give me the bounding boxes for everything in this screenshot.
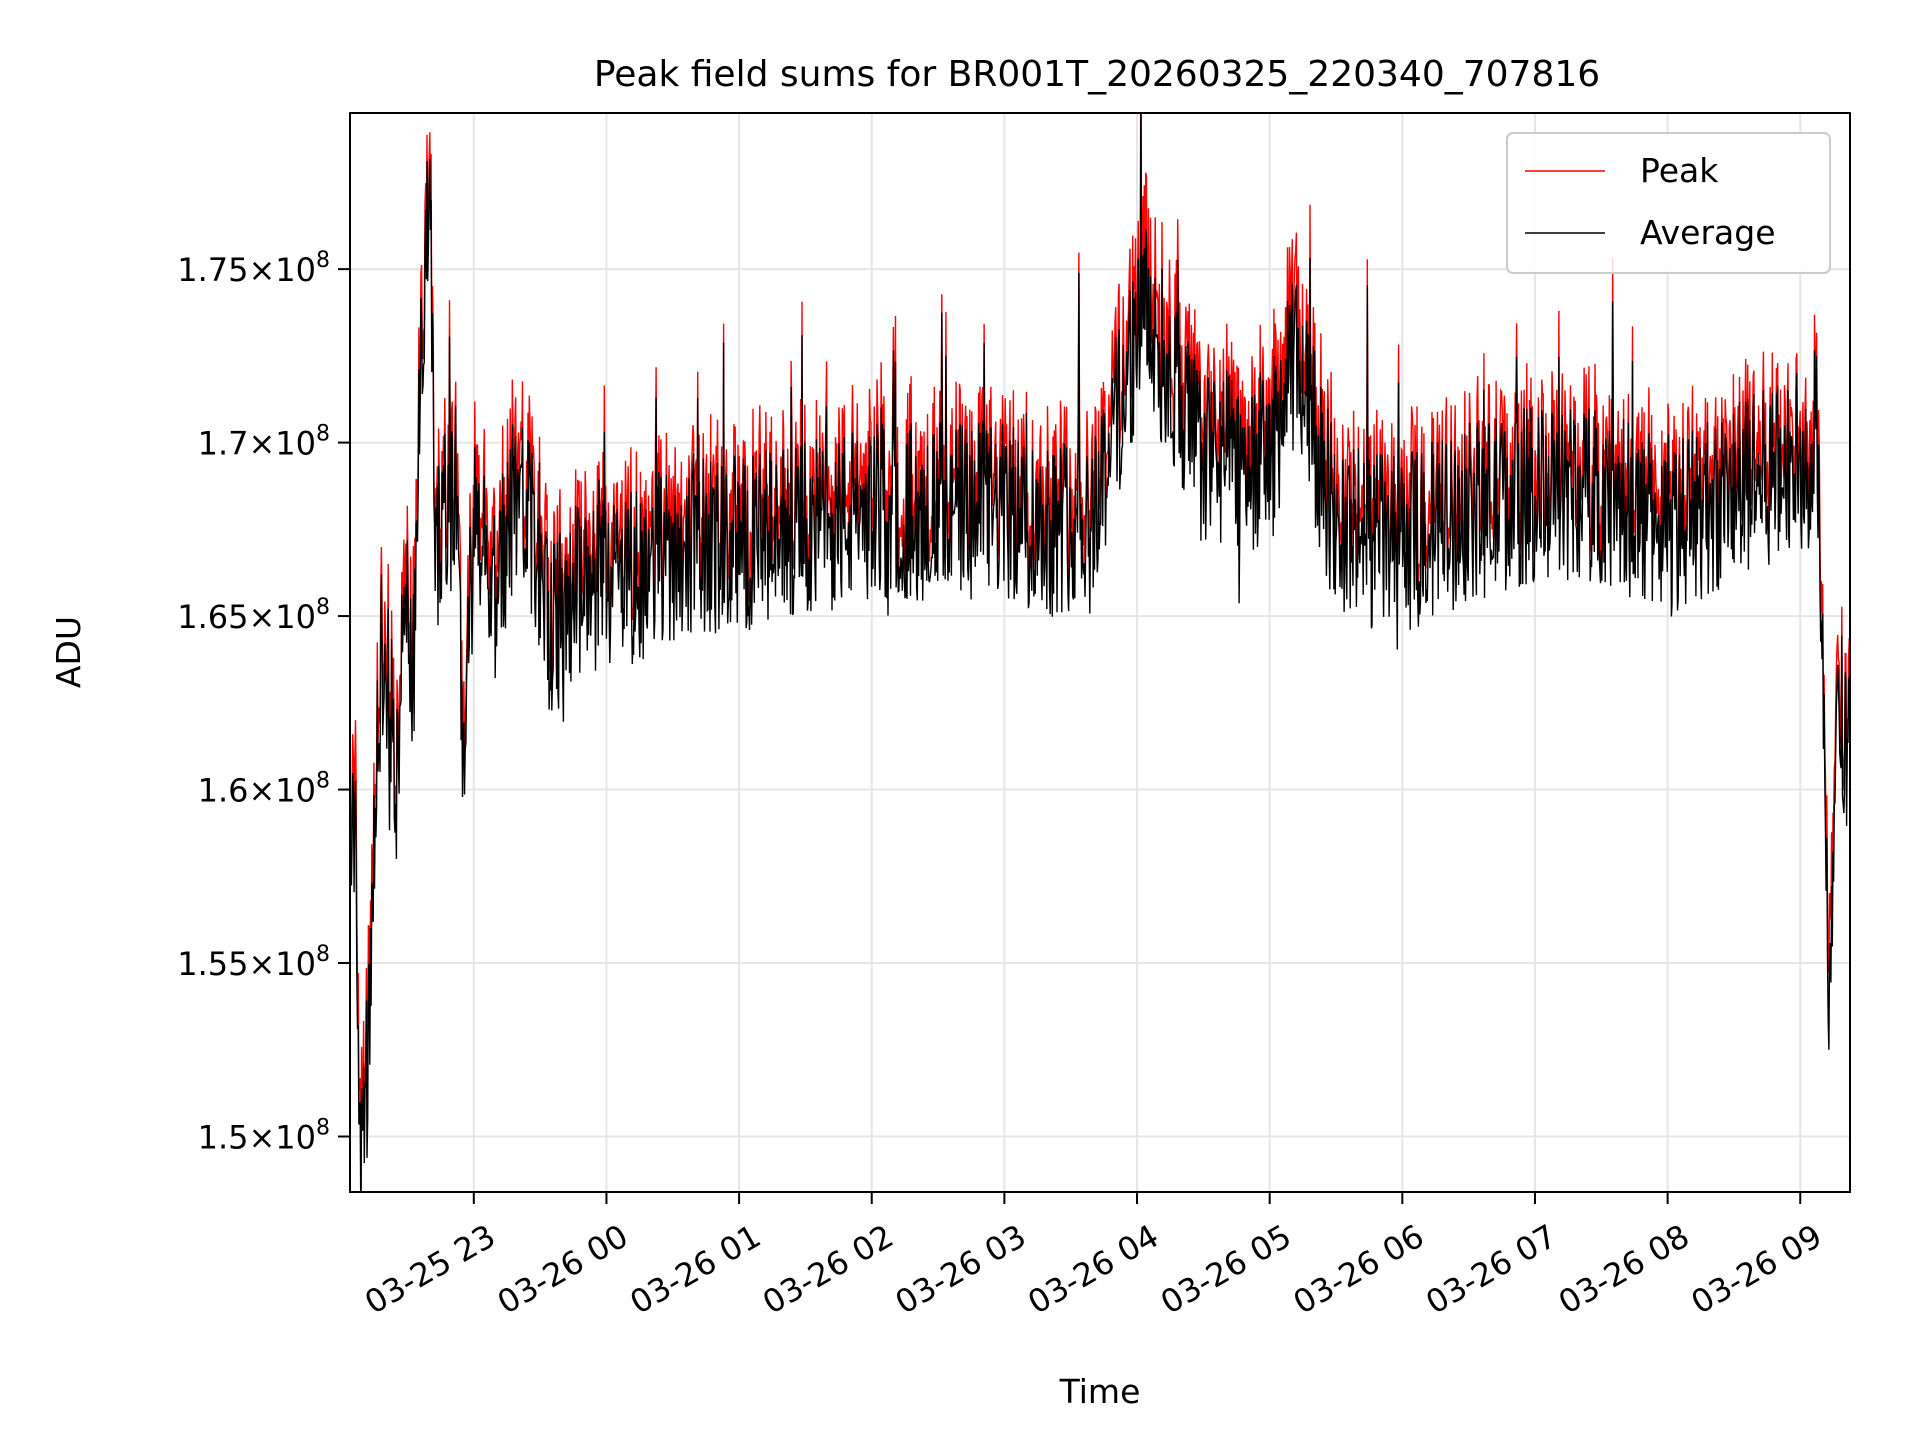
- grid-lines: [350, 113, 1850, 1192]
- y-tick-label: 1.7×108: [198, 422, 330, 463]
- y-axis-label: ADU: [49, 616, 88, 688]
- plot-series-group: [350, 113, 1850, 1192]
- y-tick-label: 1.75×108: [177, 248, 330, 289]
- legend-box: [1506, 132, 1831, 274]
- y-tick-label: 1.5×108: [198, 1115, 330, 1156]
- y-tick-label: 1.6×108: [198, 769, 330, 810]
- y-tick-label: 1.65×108: [177, 595, 330, 636]
- legend-average-label: Average: [1640, 213, 1776, 252]
- series-line-average: [350, 113, 1850, 1192]
- legend: Peak Average: [1506, 132, 1831, 274]
- plot-area-frame: [349, 112, 1851, 1193]
- legend-peak-label: Peak: [1640, 151, 1719, 190]
- x-axis-label: Time: [1059, 1372, 1141, 1411]
- chart-title: Peak field sums for BR001T_20260325_2203…: [594, 54, 1600, 95]
- y-tick-label: 1.55×108: [177, 942, 330, 983]
